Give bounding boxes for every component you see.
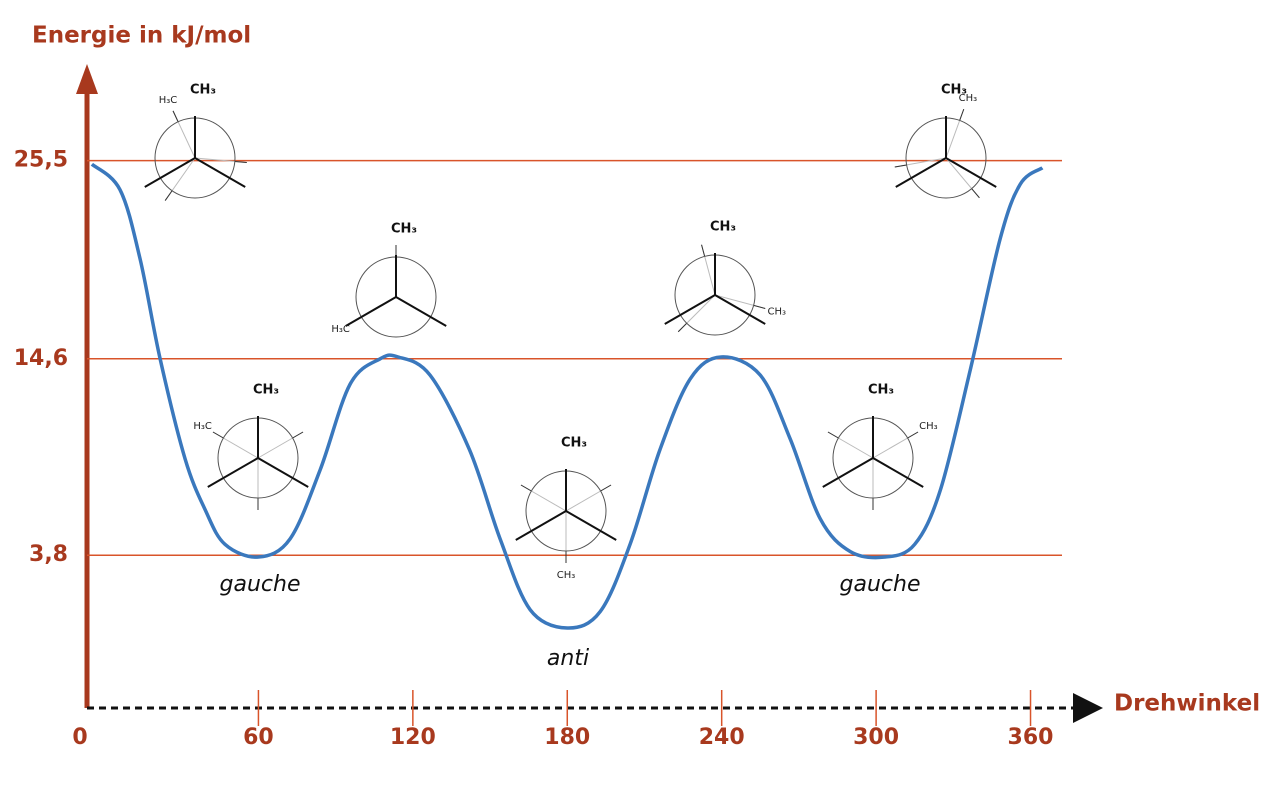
y-axis-label: Energie in kJ/mol [32, 23, 251, 49]
back-bond [600, 484, 612, 492]
back-methyl: CH₃ [557, 570, 576, 581]
annotation: anti [547, 646, 589, 671]
back-bond [172, 110, 179, 122]
front-bond [822, 457, 874, 488]
front-methyl: CH₃ [941, 83, 967, 98]
newman-projection: CH₃ CH₃ [664, 220, 787, 336]
back-methyl: CH₃ [919, 421, 938, 432]
back-bond [894, 164, 907, 168]
front-methyl: CH₃ [868, 383, 894, 398]
front-bond [945, 157, 997, 188]
back-bond [907, 431, 919, 439]
x-tick-label: 60 [243, 725, 274, 750]
newman-projection: CH₃ CH₃ [515, 436, 617, 581]
back-methyl: CH₃ [768, 307, 787, 318]
front-bond [144, 157, 196, 188]
y-tick-label: 3,8 [29, 542, 68, 567]
back-methyl: CH₃ [959, 93, 978, 104]
front-methyl: CH₃ [190, 83, 216, 98]
y-tick-label: 25,5 [14, 148, 68, 173]
front-bond [345, 296, 397, 327]
front-methyl: CH₃ [391, 222, 417, 237]
newman-projection: CH₃ H₃C [193, 383, 309, 510]
annotation: gauche [220, 572, 301, 597]
y-axis-arrow [76, 64, 98, 94]
front-methyl: CH₃ [561, 436, 587, 451]
x-tick-label: 360 [1008, 725, 1054, 750]
back-bond [234, 160, 247, 164]
front-bond [194, 157, 246, 188]
x-tick-label: 0 [72, 725, 87, 750]
back-bond [212, 431, 224, 439]
x-tick-label: 240 [699, 725, 745, 750]
annotation: gauche [840, 572, 921, 597]
x-axis-label: Drehwinkel [1114, 691, 1260, 717]
newman-projection: CH₃ CH₃ [822, 383, 938, 510]
x-tick-label: 180 [544, 725, 590, 750]
front-bond [395, 296, 447, 327]
x-tick-label: 300 [853, 725, 899, 750]
front-methyl: CH₃ [710, 220, 736, 235]
newman-projection: CH₃ H₃C [144, 83, 247, 201]
newman-projection: CH₃ H₃C [331, 222, 447, 338]
back-bond [959, 108, 965, 121]
front-bond [714, 294, 766, 325]
back-methyl: H₃C [193, 421, 212, 432]
back-bond [701, 244, 706, 257]
front-methyl: CH₃ [253, 383, 279, 398]
front-bond [565, 510, 617, 541]
back-bond [753, 304, 766, 309]
front-bond [664, 294, 716, 325]
front-bond [257, 457, 309, 488]
front-bond [515, 510, 567, 541]
x-tick-label: 120 [390, 725, 436, 750]
back-bond [971, 188, 980, 199]
front-bond [895, 157, 947, 188]
back-bond [677, 322, 688, 333]
back-bond [520, 484, 532, 492]
front-bond [207, 457, 259, 488]
energy-curve [90, 162, 1044, 630]
back-bond [164, 190, 173, 201]
back-bond [827, 431, 839, 439]
y-tick-label: 14,6 [14, 346, 68, 371]
back-methyl: H₃C [159, 95, 178, 106]
back-bond [292, 431, 304, 439]
front-bond [872, 457, 924, 488]
back-methyl: H₃C [331, 324, 350, 335]
